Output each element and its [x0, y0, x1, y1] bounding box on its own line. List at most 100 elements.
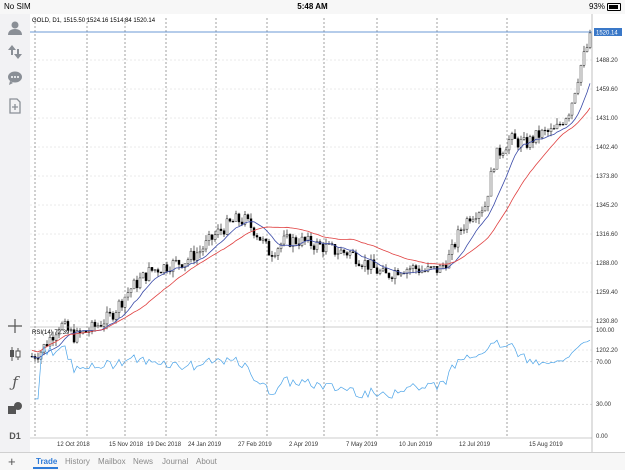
candle-body	[375, 267, 379, 274]
candle-body	[336, 253, 340, 255]
candle-body	[96, 325, 100, 327]
candle-body	[138, 277, 142, 289]
new-order-icon[interactable]	[5, 96, 25, 116]
chat-icon[interactable]	[5, 68, 25, 88]
candle-body	[498, 147, 502, 156]
timeframe-button[interactable]: D1	[9, 431, 21, 441]
tab-about[interactable]: About	[196, 457, 217, 466]
bottom-tab-bar: + Trade History Mailbox News Journal Abo…	[0, 452, 625, 470]
price-axis-label: 1259.40	[596, 290, 618, 296]
candle-body	[384, 268, 388, 274]
candle-body	[408, 268, 412, 270]
date-axis-label: 24 Jan 2019	[188, 442, 222, 448]
candle-body	[315, 241, 319, 250]
candle-body	[144, 272, 148, 281]
candle-body	[282, 235, 286, 245]
crosshair-icon[interactable]	[5, 316, 25, 336]
candle-body	[156, 269, 160, 273]
add-icon[interactable]: +	[8, 454, 16, 469]
candle-body	[333, 244, 337, 255]
rsi-axis-label: 70.00	[596, 360, 612, 366]
objects-icon[interactable]	[5, 398, 25, 418]
candle-body	[501, 153, 505, 156]
candle-body	[231, 221, 235, 223]
candle-body	[279, 243, 283, 249]
candle-body	[105, 311, 109, 325]
candle-body	[195, 252, 199, 261]
price-axis-label: 1202.20	[596, 348, 618, 354]
candle-body	[177, 259, 181, 265]
candle-body	[51, 336, 55, 341]
candle-body	[324, 243, 328, 253]
candle-body	[483, 206, 487, 212]
candle-body	[162, 264, 166, 273]
candle-body	[354, 252, 358, 265]
active-tab-indicator	[33, 467, 58, 469]
candle-body	[213, 234, 217, 240]
candle-body	[216, 228, 220, 236]
candle-body	[522, 137, 526, 140]
candle-body	[459, 229, 463, 231]
account-icon[interactable]	[5, 18, 25, 38]
price-axis-label: 1459.60	[596, 87, 618, 93]
candle-body	[339, 249, 343, 254]
trade-up-down-icon[interactable]	[5, 42, 25, 62]
candle-body	[54, 334, 58, 341]
candle-body	[486, 195, 490, 207]
candle-body	[255, 235, 259, 238]
price-axis-label: 1431.00	[596, 116, 618, 122]
candle-body	[399, 272, 403, 276]
chart-area[interactable]: GOLD, D1, 1515.50 1524.16 1514.84 1520.1…	[30, 14, 625, 452]
candle-body	[363, 260, 367, 267]
candle-body	[432, 266, 436, 268]
tab-trade[interactable]: Trade	[36, 457, 58, 466]
candle-body	[393, 270, 397, 279]
price-chart[interactable]: GOLD, D1, 1515.50 1524.16 1514.84 1520.1…	[30, 14, 625, 452]
candle-body	[405, 269, 409, 274]
candle-body	[66, 321, 70, 331]
candle-body	[558, 123, 562, 126]
rsi-label: RSI(14) 72.39	[32, 330, 70, 336]
candle-body	[525, 137, 529, 148]
candle-body	[549, 128, 553, 132]
candle-body	[288, 234, 292, 247]
tab-history[interactable]: History	[65, 457, 90, 466]
current-price-tag	[594, 28, 622, 36]
function-icon[interactable]: ƒ	[12, 373, 18, 391]
candle-body	[99, 325, 103, 327]
price-axis-label: 1288.00	[596, 261, 618, 267]
candle-body	[456, 229, 460, 248]
date-axis-label: 19 Dec 2018	[147, 442, 182, 448]
candles-icon[interactable]	[5, 344, 25, 364]
candle-body	[225, 218, 229, 235]
date-axis-label: 12 Oct 2018	[57, 442, 90, 448]
candle-body	[201, 248, 205, 252]
candle-body	[204, 240, 208, 250]
candle-body	[417, 268, 421, 273]
candle-body	[345, 252, 349, 256]
candle-body	[435, 266, 439, 273]
candle-body	[267, 241, 271, 256]
rsi-axis-label: 100.00	[596, 328, 615, 334]
date-axis-label: 12 Jul 2019	[459, 442, 491, 448]
tab-mailbox[interactable]: Mailbox	[98, 457, 126, 466]
candle-body	[561, 123, 565, 126]
candle-body	[69, 329, 73, 331]
candle-body	[141, 272, 145, 279]
candle-body	[579, 65, 583, 83]
candle-body	[369, 259, 373, 270]
battery-label: 93%	[588, 2, 605, 11]
tab-news[interactable]: News	[133, 457, 154, 466]
candle-body	[63, 321, 67, 324]
date-axis-label: 15 Aug 2019	[529, 442, 563, 448]
candle-body	[372, 259, 376, 268]
candle-body	[351, 251, 355, 253]
candle-body	[108, 311, 112, 314]
tab-journal[interactable]: Journal	[162, 457, 189, 466]
candle-body	[294, 237, 298, 245]
candle-body	[228, 218, 232, 222]
candle-body	[132, 279, 136, 290]
candle-body	[126, 292, 130, 298]
candle-body	[426, 266, 430, 272]
candle-body	[366, 260, 370, 270]
